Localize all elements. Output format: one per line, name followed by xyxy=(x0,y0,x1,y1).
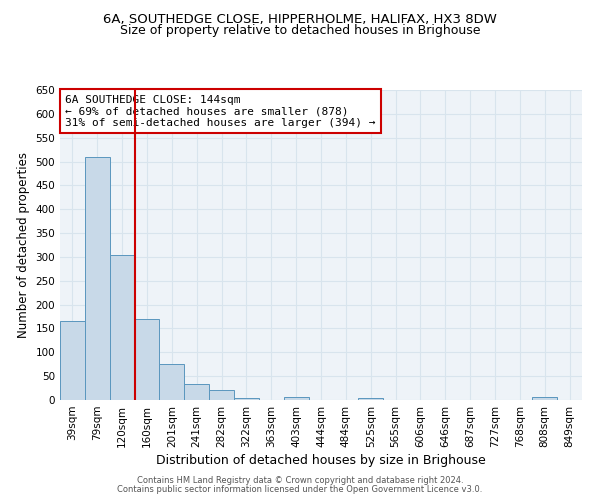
Text: Contains public sector information licensed under the Open Government Licence v3: Contains public sector information licen… xyxy=(118,485,482,494)
Bar xyxy=(209,390,234,400)
X-axis label: Distribution of detached houses by size in Brighouse: Distribution of detached houses by size … xyxy=(156,454,486,467)
Bar xyxy=(184,384,209,400)
Bar xyxy=(60,322,85,400)
Bar xyxy=(85,157,110,400)
Bar xyxy=(160,364,184,400)
Bar xyxy=(532,397,557,400)
Text: Size of property relative to detached houses in Brighouse: Size of property relative to detached ho… xyxy=(120,24,480,37)
Bar xyxy=(358,398,383,400)
Text: 6A SOUTHEDGE CLOSE: 144sqm
← 69% of detached houses are smaller (878)
31% of sem: 6A SOUTHEDGE CLOSE: 144sqm ← 69% of deta… xyxy=(65,94,376,128)
Bar xyxy=(134,319,160,400)
Bar xyxy=(234,398,259,400)
Text: Contains HM Land Registry data © Crown copyright and database right 2024.: Contains HM Land Registry data © Crown c… xyxy=(137,476,463,485)
Bar xyxy=(284,397,308,400)
Text: 6A, SOUTHEDGE CLOSE, HIPPERHOLME, HALIFAX, HX3 8DW: 6A, SOUTHEDGE CLOSE, HIPPERHOLME, HALIFA… xyxy=(103,12,497,26)
Bar xyxy=(110,256,134,400)
Y-axis label: Number of detached properties: Number of detached properties xyxy=(17,152,30,338)
